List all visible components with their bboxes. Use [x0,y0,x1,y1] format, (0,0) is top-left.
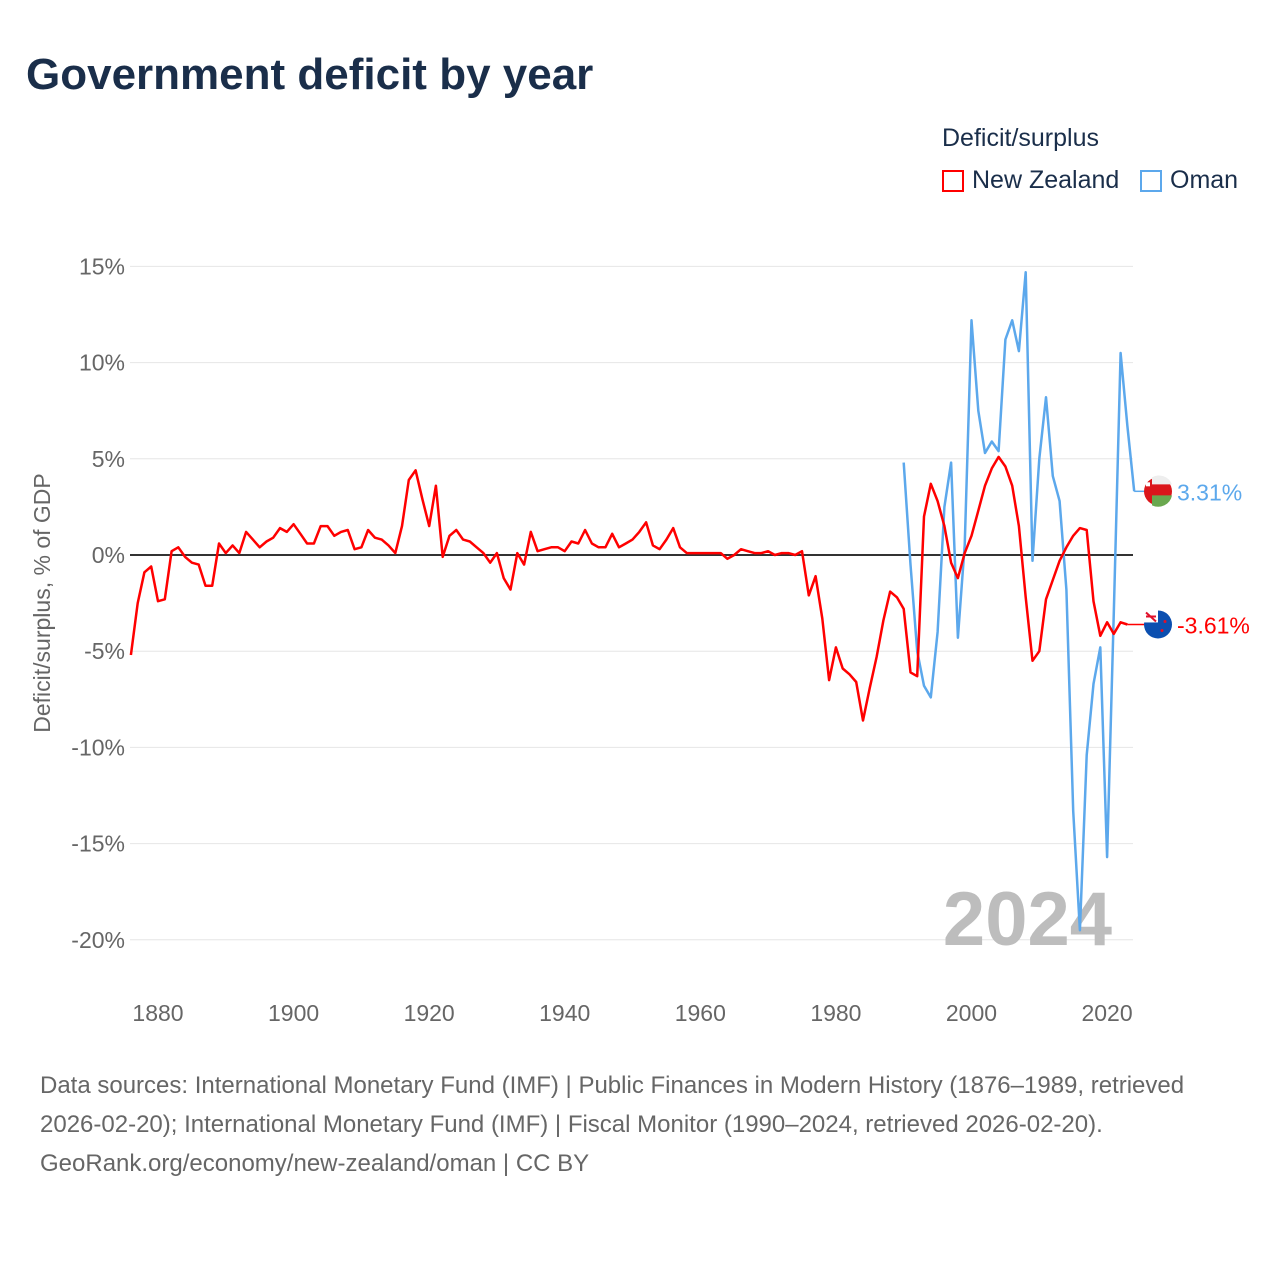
legend-item-oman[interactable]: Oman [1140,166,1238,195]
y-tick-label: 10% [79,350,125,376]
y-tick-label: 0% [92,542,125,568]
legend-label: New Zealand [972,166,1120,194]
y-tick-label: -5% [84,638,125,664]
chart-title: Government deficit by year [26,50,594,99]
y-tick-label: -20% [71,927,125,953]
x-tick-label: 1920 [404,1000,455,1026]
year-watermark: 2024 [943,877,1112,962]
x-tick-label: 1900 [268,1000,319,1026]
y-tick-label: 15% [79,253,125,279]
end-value-label: 3.31% [1177,479,1242,505]
x-tick-label: 1880 [132,1000,183,1026]
x-tick-label: 2020 [1081,1000,1132,1026]
y-tick-label: 5% [92,446,125,472]
x-tick-label: 1980 [810,1000,861,1026]
x-tick-label: 2000 [946,1000,997,1026]
series-line-oman[interactable] [902,270,1136,932]
attribution-link[interactable]: GeoRank.org/economy/new-zealand/oman | C… [40,1150,590,1177]
chart-area: 15% 10% 5% 0% -5% -10% -15% -20% 1880 1900 1920 194… [29,253,1250,1026]
legend-label: Oman [1170,166,1239,194]
data-sources: Data sources: International Monetary Fun… [40,1066,1240,1183]
legend-swatch-icon [942,169,964,192]
x-tick-label: 1940 [539,1000,590,1026]
legend-item-new-zealand[interactable]: New Zealand [942,166,1119,195]
legend-swatch-icon [1140,169,1162,192]
y-tick-label: -15% [71,831,125,857]
y-tick-label: -10% [71,734,125,760]
y-axis-label: Deficit/surplus, % of GDP [29,473,55,732]
x-tick-label: 1960 [675,1000,726,1026]
series-line-new-zealand[interactable] [129,455,1128,722]
sources-text: Data sources: International Monetary Fun… [40,1072,1185,1138]
legend-title: Deficit/surplus [942,124,1099,152]
new-zealand-flag-icon [1144,610,1172,639]
end-value-label: -3.61% [1177,612,1250,638]
oman-flag-icon [1144,475,1172,507]
